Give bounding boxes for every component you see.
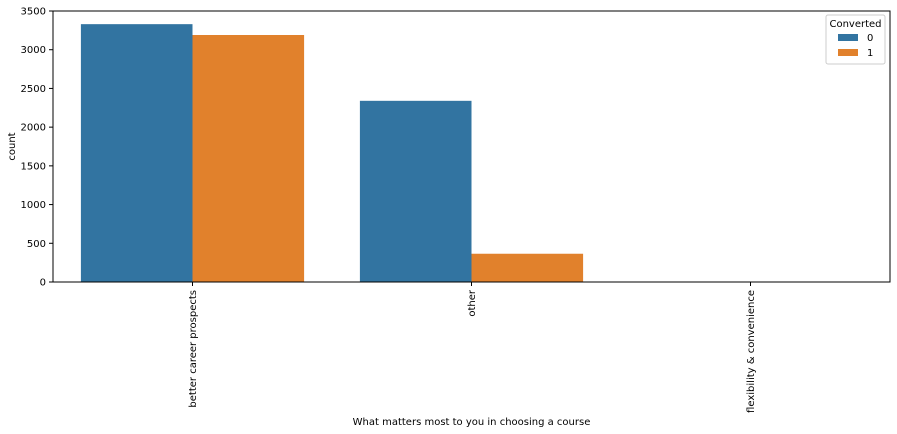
legend-items: 01: [838, 33, 873, 59]
legend-title: Converted: [829, 19, 881, 30]
y-axis-label: count: [7, 132, 18, 160]
bar-series-0-0: [80, 24, 193, 283]
x-tick-label: better career prospects: [188, 290, 199, 408]
y-axis: 0 500 1000 1500 2000 2500 3000 3500: [21, 7, 53, 289]
y-tick-label: 3000: [21, 45, 46, 56]
y-tick-label: 1000: [21, 200, 46, 211]
bar-series-1-1: [471, 253, 584, 282]
x-axis: better career prospects other flexibility …: [188, 282, 757, 413]
y-tick-label: 0: [40, 278, 46, 289]
legend: Converted 01: [825, 14, 886, 65]
bar-series-1-0: [192, 35, 305, 283]
x-axis-label: What matters most to you in choosing a c…: [353, 417, 591, 428]
y-tick-label: 1500: [21, 161, 46, 172]
y-tick-label: 500: [27, 239, 46, 250]
y-tick-label: 2000: [21, 123, 46, 134]
bars-layer: [80, 24, 863, 283]
x-tick-label: other: [467, 289, 478, 317]
y-tick-label: 2500: [21, 84, 46, 95]
y-tick-label: 3500: [21, 7, 46, 18]
legend-label-1: 1: [867, 48, 873, 59]
legend-label-0: 0: [867, 33, 873, 44]
legend-swatch-1: [838, 49, 858, 56]
x-tick-label: flexibility & convenience: [746, 290, 757, 413]
bar-series-0-1: [359, 100, 472, 283]
legend-swatch-0: [838, 34, 858, 41]
